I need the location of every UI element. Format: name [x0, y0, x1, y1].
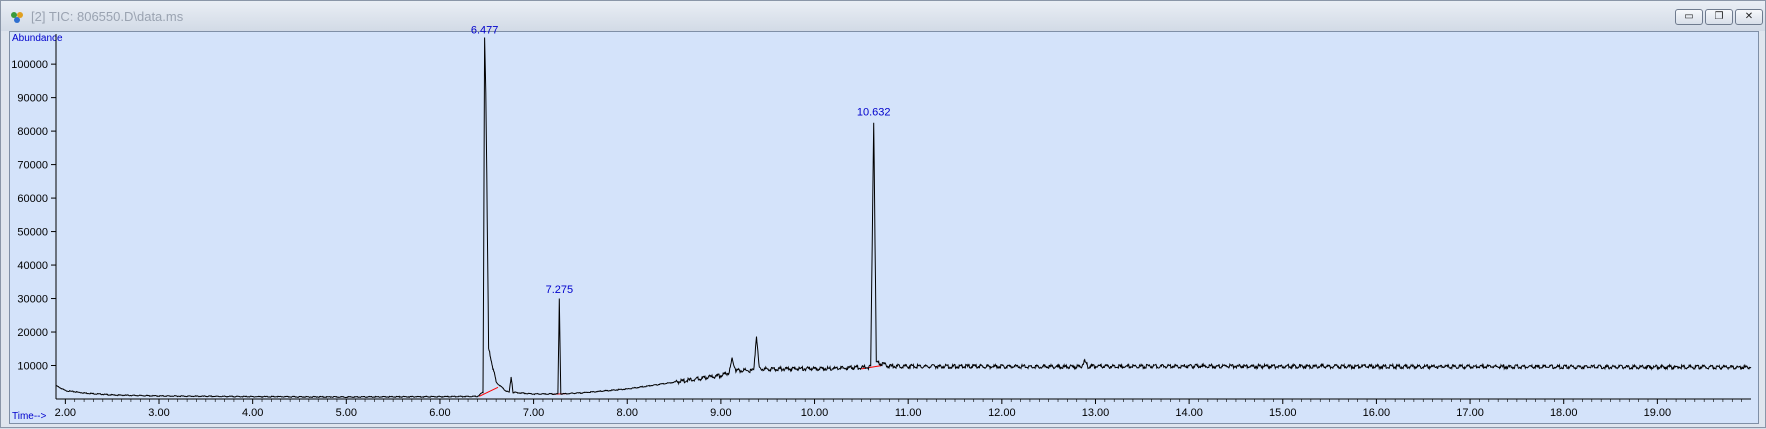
- restore-button[interactable]: ❐: [1705, 9, 1733, 25]
- x-tick-label: 10.00: [801, 407, 829, 419]
- title-bar[interactable]: [2] TIC: 806550.D\data.ms ▭ ❐ ✕: [1, 1, 1765, 31]
- y-tick-label: 90000: [17, 93, 48, 105]
- y-tick-label: 20000: [17, 327, 48, 339]
- y-tick-label: 70000: [17, 160, 48, 172]
- x-tick-label: 16.00: [1363, 407, 1391, 419]
- close-button[interactable]: ✕: [1735, 9, 1763, 25]
- chart-axes: [55, 34, 1751, 400]
- x-tick-label: 14.00: [1175, 407, 1203, 419]
- restore-icon: ❐: [1714, 11, 1724, 22]
- window-title: [2] TIC: 806550.D\data.ms: [31, 9, 184, 24]
- y-axis-ticks: 10000 20000 30000 40000 50000 60000 70000 80000…: [11, 59, 56, 373]
- x-tick-label: 6.00: [429, 407, 450, 419]
- x-tick-label: 4.00: [242, 407, 263, 419]
- x-tick-label: 5.00: [336, 407, 357, 419]
- x-tick-label: 19.00: [1644, 407, 1672, 419]
- x-tick-label: 12.00: [988, 407, 1016, 419]
- x-tick-label: 11.00: [895, 407, 922, 419]
- x-tick-label: 18.00: [1550, 407, 1578, 419]
- peak-label: 7.275: [546, 284, 574, 296]
- x-tick-label: 8.00: [617, 407, 638, 419]
- minimize-icon: ▭: [1684, 11, 1694, 22]
- minimize-button[interactable]: ▭: [1675, 9, 1703, 25]
- peak-label: 10.632: [857, 106, 891, 118]
- y-tick-label: 30000: [17, 294, 48, 306]
- x-tick-label: 3.00: [148, 407, 169, 419]
- x-tick-label: 13.00: [1082, 407, 1110, 419]
- tic-trace-group: [55, 37, 1752, 399]
- tic-trace-line: [55, 37, 1752, 399]
- peak-label: 6.477: [471, 24, 499, 36]
- chromatogram-plot-area[interactable]: [9, 31, 1759, 424]
- y-axis-label: Abundance: [12, 33, 63, 44]
- y-tick-label: 50000: [17, 227, 48, 239]
- x-tick-label: 7.00: [523, 407, 544, 419]
- x-axis-ticks: 2.00 3.00 4.00 5.00 6.00 7.00 8.00 9.00 10.00 11.…: [55, 399, 1742, 419]
- peak-labels: 6.477 7.275 10.632: [471, 24, 891, 296]
- y-tick-label: 100000: [11, 59, 48, 71]
- integration-baseline: [479, 386, 499, 397]
- x-axis-label: Time-->: [12, 411, 47, 422]
- x-tick-label: 17.00: [1456, 407, 1484, 419]
- y-tick-label: 60000: [17, 193, 48, 205]
- chromatogram-app-icon: [11, 12, 23, 23]
- x-tick-label: 15.00: [1269, 407, 1297, 419]
- y-tick-label: 80000: [17, 126, 48, 138]
- x-tick-label: 2.00: [55, 407, 76, 419]
- close-icon: ✕: [1744, 11, 1754, 22]
- x-tick-label: 9.00: [710, 407, 731, 419]
- y-tick-label: 10000: [17, 361, 48, 373]
- y-tick-label: 40000: [17, 260, 48, 272]
